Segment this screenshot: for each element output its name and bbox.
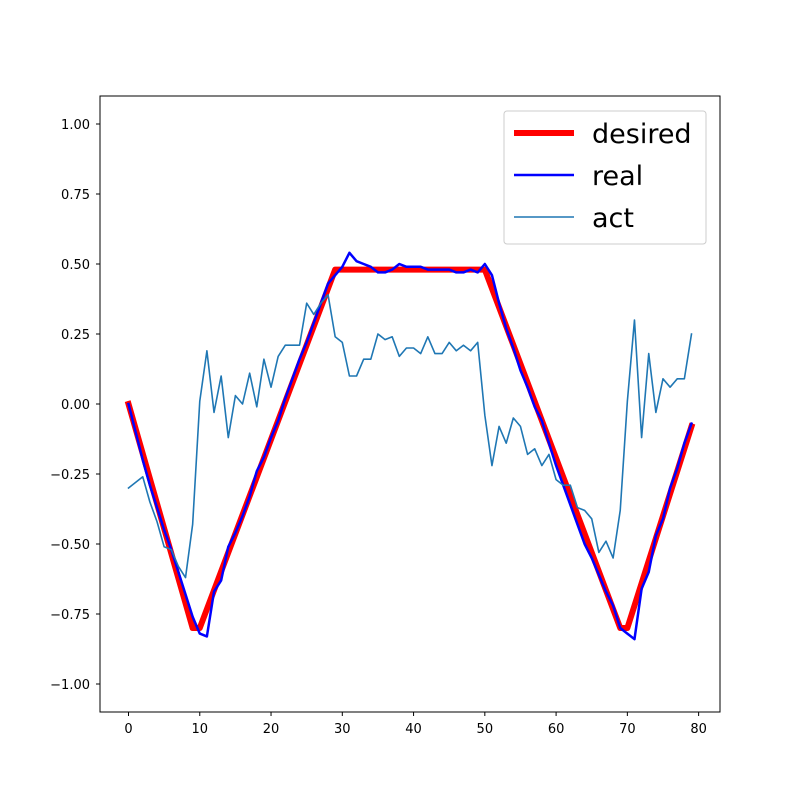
x-tick-label: 20	[263, 722, 280, 737]
y-tick-label: 1.00	[61, 118, 90, 133]
legend-box	[503, 110, 707, 245]
x-axis: 0 10 20 30 40 50 60 70 80	[124, 712, 707, 737]
y-tick-label: −0.75	[50, 608, 90, 623]
y-tick-label: 0.75	[61, 188, 90, 203]
y-tick-label: 0.50	[61, 258, 90, 273]
legend-label-real: real	[592, 161, 643, 192]
x-tick-label: 0	[124, 722, 132, 737]
y-tick-label: −1.00	[50, 678, 90, 693]
legend-label-desired: desired	[592, 119, 692, 150]
legend: desired real act	[503, 110, 707, 245]
series-layer	[124, 251, 696, 641]
legend-label-act: act	[592, 203, 634, 234]
x-tick-label: 40	[405, 722, 422, 737]
x-tick-label: 50	[477, 722, 494, 737]
y-tick-label: −0.50	[50, 538, 90, 553]
y-axis: −1.00 −0.75 −0.50 −0.25 0.00 0.25 0.50 0.75 1.00	[50, 118, 100, 693]
series-line-act	[127, 293, 693, 579]
series-line-real	[126, 251, 694, 641]
x-tick-label: 60	[548, 722, 565, 737]
x-tick-label: 30	[334, 722, 351, 737]
y-tick-label: −0.25	[50, 468, 90, 483]
x-tick-label: 10	[191, 722, 208, 737]
y-tick-label: 0.25	[61, 328, 90, 343]
x-tick-label: 70	[619, 722, 636, 737]
x-tick-label: 80	[690, 722, 707, 737]
y-tick-label: 0.00	[61, 398, 90, 413]
